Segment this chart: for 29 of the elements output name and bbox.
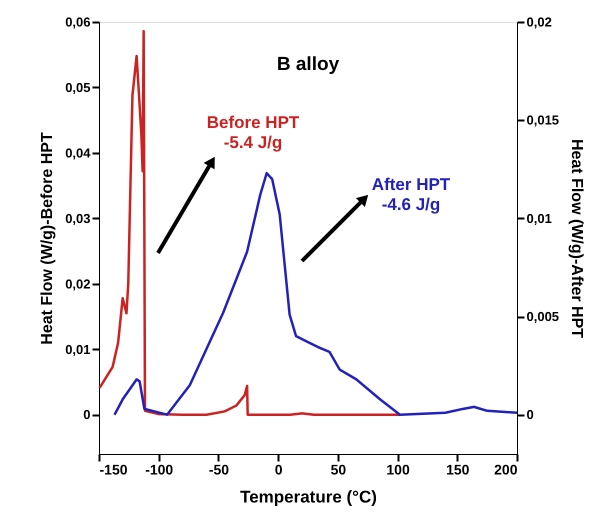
x-tick-label: 50 (330, 462, 346, 478)
x-tick-label: 100 (386, 462, 410, 478)
annotation: -4.6 J/g (382, 195, 440, 214)
x-tick-label: -150 (100, 462, 128, 478)
y-tick-label: 0,05 (65, 80, 90, 95)
line-series (113, 172, 518, 416)
x-tick-label: 0 (274, 462, 283, 478)
y-tick-label: 0,02 (65, 276, 90, 292)
annotation: -5.4 J/g (224, 133, 282, 152)
y2-tick-label: 0,005 (526, 309, 560, 324)
x-tick-label: -100 (145, 462, 174, 478)
y2-tick-label: 0,02 (526, 14, 552, 30)
y-tick-label: 0,03 (65, 210, 90, 226)
text: B alloy (276, 54, 340, 75)
y2-axis-title: Heat Flow (W/g)-After HPT (568, 138, 586, 338)
y-axis-title: Heat Flow (W/g)-Before HPT (39, 132, 56, 345)
y-tick-label: 0,01 (65, 342, 90, 357)
x-tick-label: 150 (446, 462, 470, 478)
y-tick-label: 0,06 (65, 14, 90, 30)
x-axis-title: Temperature (°C) (240, 488, 377, 506)
y-tick-label: 0 (83, 407, 90, 422)
y-tick-label: 0,04 (65, 145, 92, 160)
x-tick-label: -50 (208, 462, 230, 478)
text: After HPT (372, 175, 451, 194)
y2-tick-label: 0,01 (526, 210, 552, 226)
y2-tick-label: 0 (526, 407, 534, 422)
text: Before HPT (206, 113, 300, 132)
x-tick-label: 200 (494, 462, 518, 478)
y2-tick-label: 0,015 (526, 112, 560, 128)
